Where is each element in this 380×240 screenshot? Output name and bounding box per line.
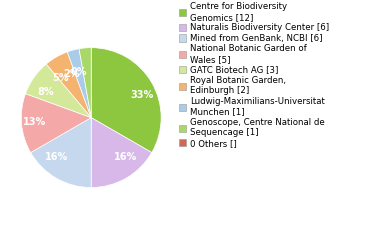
Wedge shape [31, 118, 91, 187]
Text: 16%: 16% [45, 152, 68, 162]
Text: 8%: 8% [37, 87, 54, 96]
Wedge shape [67, 49, 91, 118]
Text: 2%: 2% [63, 69, 79, 79]
Legend: Centre for Biodiversity
Genomics [12], Naturalis Biodiversity Center [6], Mined : Centre for Biodiversity Genomics [12], N… [179, 2, 329, 148]
Wedge shape [46, 52, 91, 118]
Text: 0%: 0% [71, 67, 87, 77]
Text: 13%: 13% [23, 117, 46, 126]
Text: 33%: 33% [131, 90, 154, 100]
Text: 5%: 5% [52, 73, 68, 83]
Wedge shape [79, 48, 91, 118]
Text: 16%: 16% [114, 152, 137, 162]
Wedge shape [91, 118, 152, 187]
Wedge shape [91, 48, 161, 153]
Wedge shape [21, 94, 91, 153]
Wedge shape [25, 64, 91, 118]
